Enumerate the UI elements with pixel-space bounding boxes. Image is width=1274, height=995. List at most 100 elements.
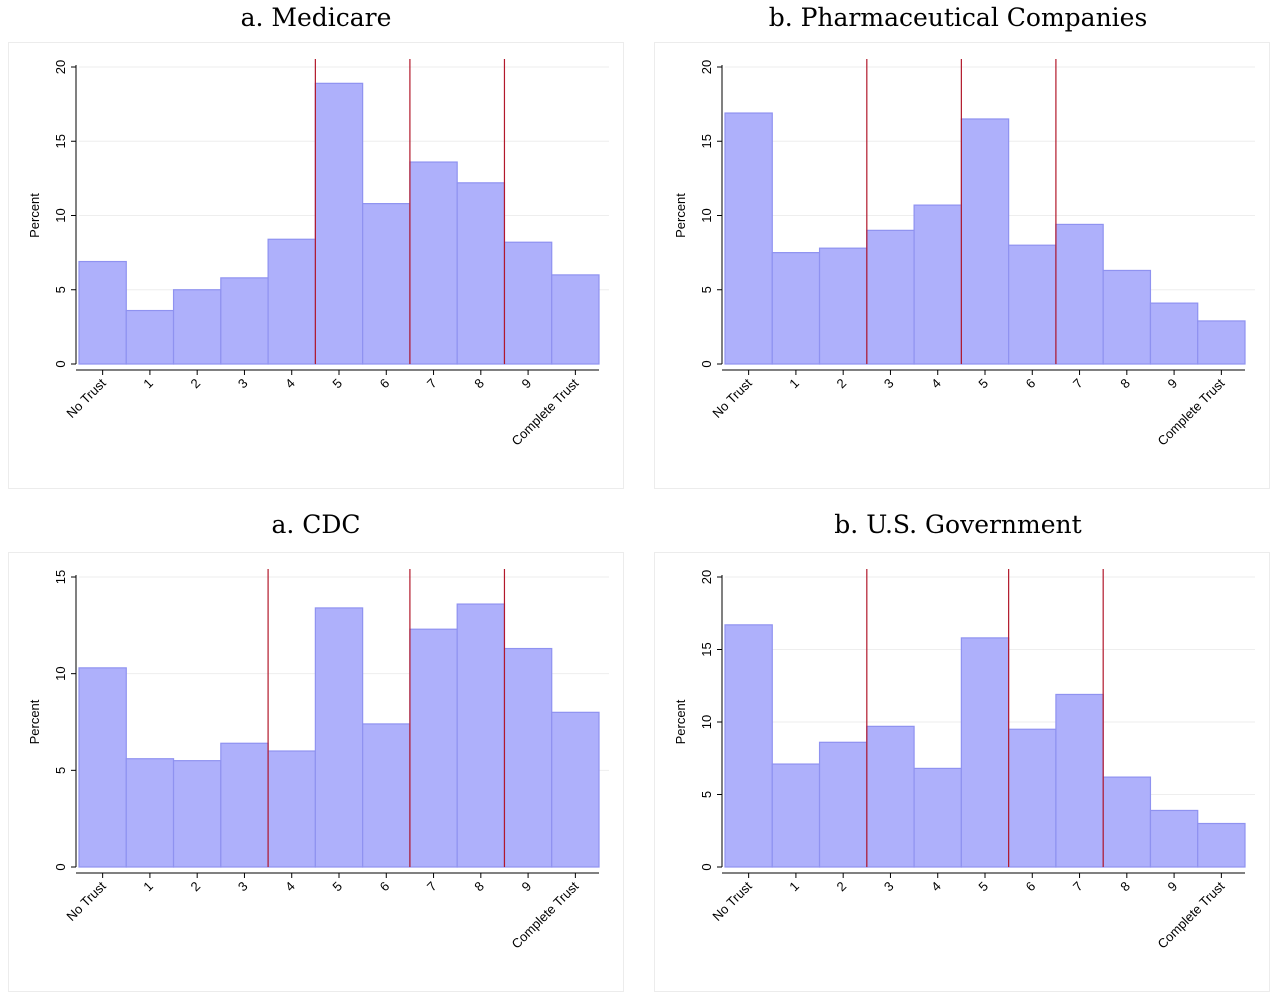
x-tick-label: Complete Trust xyxy=(1155,375,1228,448)
y-tick-label: 5 xyxy=(699,286,714,293)
x-tick-label: 1 xyxy=(140,376,156,392)
x-tick-label: 9 xyxy=(1164,376,1180,392)
x-tick-label: 2 xyxy=(188,879,204,895)
y-tick-label: 15 xyxy=(699,134,714,148)
x-tick-label: 4 xyxy=(282,879,298,895)
x-tick-label: 4 xyxy=(928,376,944,392)
bar xyxy=(1149,302,1199,365)
bar xyxy=(960,637,1010,868)
x-tick-label: 7 xyxy=(1070,879,1086,895)
y-axis-label: Percent xyxy=(673,193,688,238)
y-tick-label: 0 xyxy=(53,863,68,870)
y-tick-label: 15 xyxy=(53,570,68,584)
bar xyxy=(818,741,868,868)
bar xyxy=(125,758,175,868)
x-tick-label: 8 xyxy=(471,879,487,895)
x-tick-label: 4 xyxy=(928,879,944,895)
x-tick-label: 8 xyxy=(1117,879,1133,895)
bar xyxy=(1008,244,1057,365)
bar xyxy=(314,82,364,365)
bar xyxy=(1102,776,1152,868)
x-tick-label: 7 xyxy=(424,879,440,895)
y-tick-label: 20 xyxy=(699,60,714,74)
bar xyxy=(913,767,962,868)
y-tick-label: 20 xyxy=(53,60,68,74)
x-tick-label: 8 xyxy=(1117,376,1133,392)
chart-svg: 0 5 10 15 20 Percent No Trust 1 2 3 4 5 6 7 8 9Complete… xyxy=(673,569,1255,951)
chart-panel-medicare: a. Medicare 0 5 10 15 20 Percent No Trust 1 2 3 4 5… xyxy=(0,0,632,495)
x-tick-label: 1 xyxy=(786,879,802,895)
x-tick-label: 3 xyxy=(881,879,897,895)
chart-title: b. U.S. Government xyxy=(834,510,1082,539)
x-tick-label: 2 xyxy=(834,879,850,895)
x-tick-label: 2 xyxy=(188,376,204,392)
x-tick-label: 3 xyxy=(235,879,251,895)
y-tick-label: 5 xyxy=(699,791,714,798)
y-tick-label: 15 xyxy=(53,134,68,148)
bar xyxy=(1102,269,1152,365)
bar xyxy=(960,118,1010,365)
bar xyxy=(771,252,821,365)
y-tick-label: 10 xyxy=(699,208,714,222)
bar xyxy=(913,204,962,365)
bar xyxy=(267,750,316,868)
chart-svg: 0 5 10 15 20 Percent No Trust 1 2 3 4 5 6 7 8 9Complete… xyxy=(27,59,609,448)
bar xyxy=(503,647,553,868)
x-tick-label: 9 xyxy=(518,376,534,392)
x-tick-label: 5 xyxy=(329,879,345,895)
chart-title: b. Pharmaceutical Companies xyxy=(768,3,1148,32)
y-tick-label: 5 xyxy=(53,286,68,293)
x-tick-label: 4 xyxy=(282,376,298,392)
y-tick-label: 20 xyxy=(699,570,714,584)
bar xyxy=(456,182,506,365)
plot-frame: 0 5 10 15 20 Percent No Trust 1 2 3 4 5 6 7 8 9 Complete… xyxy=(8,42,624,489)
x-tick-label: Complete Trust xyxy=(1155,878,1228,951)
x-tick-label: 3 xyxy=(235,376,251,392)
bar xyxy=(1197,822,1246,868)
y-tick-label: 10 xyxy=(699,715,714,729)
bar xyxy=(866,725,915,868)
bar xyxy=(172,760,222,868)
bar xyxy=(456,603,506,868)
bar xyxy=(866,229,915,365)
x-tick-label: 5 xyxy=(329,376,345,392)
chart-panel-cdc: a. CDC 0 5 10 15 Percent No Trust 1 2 3 4 5 6 7 8 9 Com… xyxy=(0,505,632,995)
bar xyxy=(818,247,868,365)
y-axis-label: Percent xyxy=(27,193,42,238)
x-tick-label: 6 xyxy=(1023,879,1039,895)
y-axis-label: Percent xyxy=(673,699,688,744)
plot-frame: 0 5 10 15 20 Percent No Trust 1 2 3 4 5 6 7 8 9 Complete… xyxy=(654,42,1270,489)
x-tick-label: 7 xyxy=(1070,376,1086,392)
bar xyxy=(78,260,127,365)
bar xyxy=(314,607,364,868)
x-tick-label: 9 xyxy=(518,879,534,895)
chart-title: a. Medicare xyxy=(240,3,392,32)
bar xyxy=(1008,728,1057,868)
y-tick-label: 10 xyxy=(53,666,68,680)
y-tick-label: 0 xyxy=(53,360,68,367)
bar xyxy=(125,309,175,365)
bar xyxy=(1055,693,1104,868)
bar xyxy=(220,742,269,868)
x-tick-label: No Trust xyxy=(63,375,109,421)
x-tick-label: 5 xyxy=(975,879,991,895)
bar xyxy=(771,763,821,868)
y-tick-label: 5 xyxy=(53,767,68,774)
x-tick-label: Complete Trust xyxy=(509,375,582,448)
chart-panel-pharmaceutical-companies: b. Pharmaceutical Companies 0 5 10 15 20 Perc… xyxy=(642,0,1274,495)
y-tick-label: 15 xyxy=(699,642,714,656)
x-tick-label: Complete Trust xyxy=(509,878,582,951)
plot-frame: 0 5 10 15 20 Percent No Trust 1 2 3 4 5 6 7 8 9 Complete… xyxy=(654,552,1270,992)
bar xyxy=(267,238,316,365)
bar xyxy=(220,277,269,365)
bar xyxy=(362,723,411,868)
y-axis-label: Percent xyxy=(27,699,42,744)
x-tick-label: 2 xyxy=(834,376,850,392)
bar xyxy=(1055,223,1104,365)
chart-panel-us-government: b. U.S. Government 0 5 10 15 20 Percent No Tru… xyxy=(642,505,1274,995)
x-tick-label: No Trust xyxy=(709,375,755,421)
y-tick-label: 0 xyxy=(699,360,714,367)
x-tick-label: 3 xyxy=(881,376,897,392)
x-tick-label: 1 xyxy=(786,376,802,392)
